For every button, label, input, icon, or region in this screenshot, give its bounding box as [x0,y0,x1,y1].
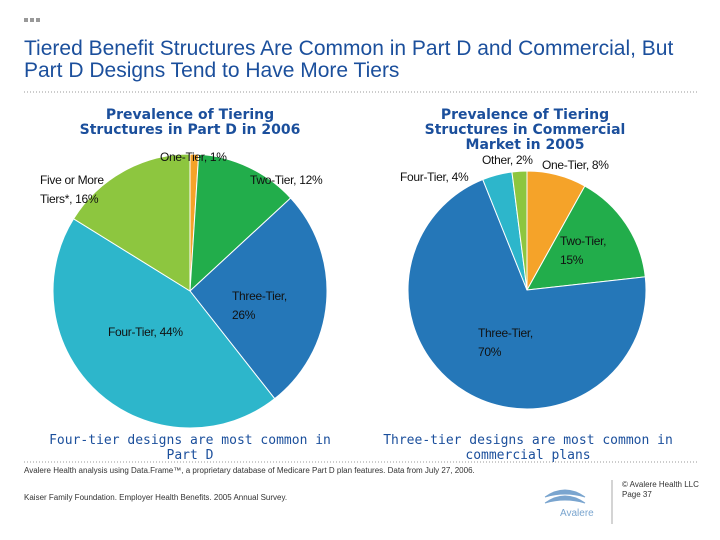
pie-slice [52,218,276,429]
chart-caption: Three-tier designs are most common in co… [383,433,673,463]
chart-title: Prevalence of Tiering Structures in Part… [79,107,301,138]
slice-label: Two-Tier, 15% [560,234,607,267]
logo-mark [544,489,586,504]
pie-slice [189,153,292,293]
pie-slice [189,197,328,400]
slice-label: One-Tier, 8% [542,158,609,172]
logo-text: Avalere [560,508,594,519]
slice-label: Other, 2% [482,153,533,167]
slide-title: Tiered Benefit Structures Are Common in … [24,37,674,82]
slice-label: One-Tier, 1% [160,150,227,164]
slice-label: Four-Tier, 4% [400,170,469,184]
source-note: Avalere Health analysis using Data.Frame… [24,466,475,475]
pie-slice [407,178,647,410]
pie-slice [526,185,646,291]
slice-label: Three-Tier, 70% [478,326,533,359]
slice-label: Two-Tier, 12% [250,173,323,187]
page-number: Page 37 [622,490,652,499]
grip [36,18,40,22]
chart-caption: Four-tier designs are most common in Par… [49,433,331,463]
grip [30,18,34,22]
source-note: Kaiser Family Foundation. Employer Healt… [24,493,288,502]
pie-slice [511,170,528,291]
slice-label: Four-Tier, 44% [108,325,183,339]
slice-label: Three-Tier, 26% [232,289,287,322]
slice-label: Five or More Tiers*, 16% [40,173,104,206]
grip [24,18,28,22]
chart-title: Prevalence of Tiering Structures in Comm… [424,107,626,153]
pie-slice [72,153,191,292]
copyright: © Avalere Health LLC [622,480,699,489]
